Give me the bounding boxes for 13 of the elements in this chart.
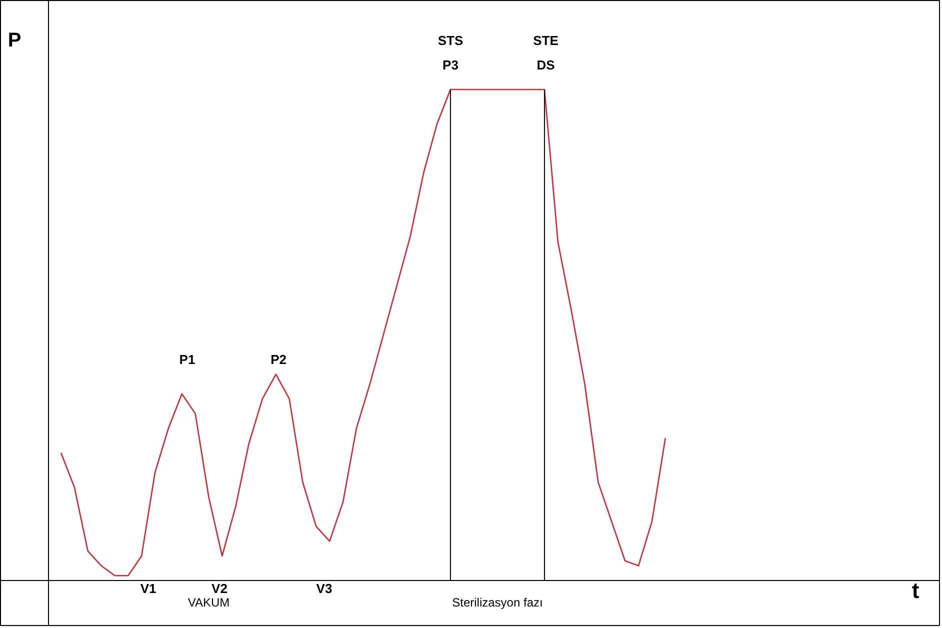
annotation: P1 — [179, 352, 196, 368]
text: P3 — [442, 57, 458, 72]
text: STE — [533, 32, 559, 48]
y-axis-title: P — [8, 29, 22, 52]
annotation: P2 — [270, 352, 287, 368]
text: V2 — [212, 580, 228, 596]
text: V1 — [140, 580, 156, 596]
text: Sterilizasyon fazı — [452, 596, 543, 610]
text: VAKUM — [188, 596, 230, 610]
text: STS — [438, 32, 464, 48]
text: DS — [536, 57, 556, 72]
text: t — [912, 578, 920, 603]
text: V3 — [316, 580, 332, 596]
